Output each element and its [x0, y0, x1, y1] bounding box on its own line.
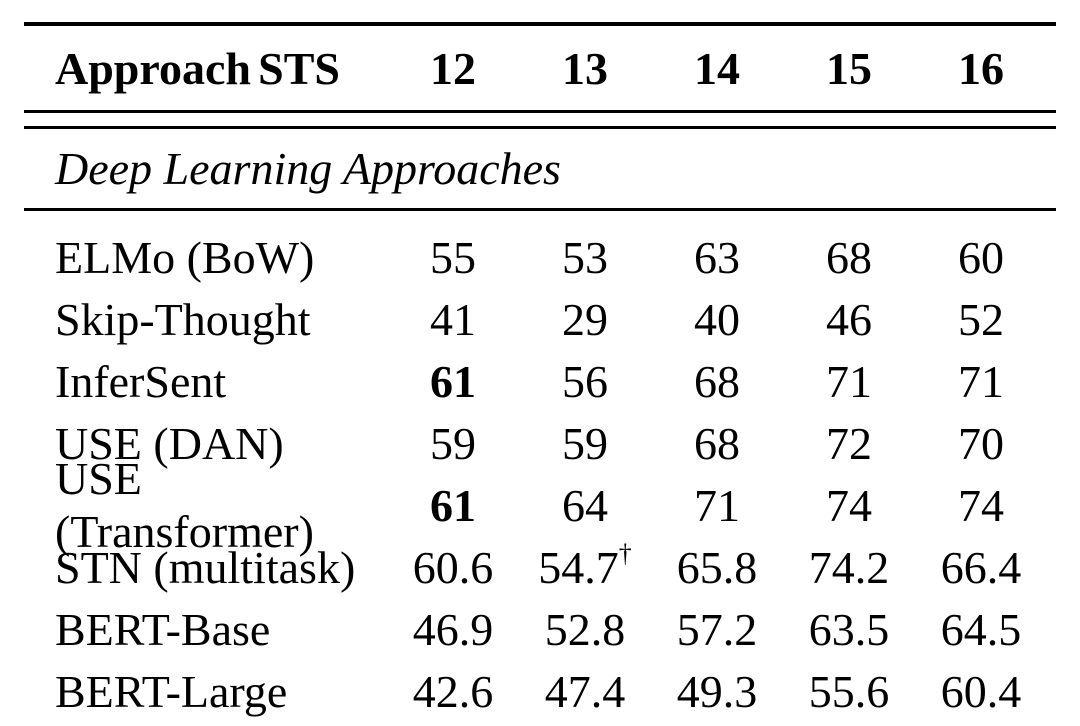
score-cell: 60 — [958, 231, 1004, 283]
score-cell: 46 — [826, 293, 872, 345]
score-cell: 53 — [562, 231, 608, 283]
header-approach-label: Approach — [55, 42, 251, 94]
results-table: Approach STS 12 13 14 15 16 Deep Learnin… — [24, 22, 1056, 722]
score-cell: 72 — [826, 417, 872, 469]
table-body: ELMo (BoW) 55 53 63 68 60 Skip-Thought 4… — [24, 211, 1056, 722]
score-cell: 55 — [430, 231, 476, 283]
score-cell: 68 — [694, 417, 740, 469]
col-header-14: 14 — [694, 42, 740, 94]
score-cell: 71 — [694, 479, 740, 531]
table-header-row: Approach STS 12 13 14 15 16 — [24, 26, 1056, 110]
approach-cell: USE (DAN) — [55, 417, 284, 469]
score-cell: 64 — [562, 479, 608, 531]
score-cell: 65.8 — [676, 541, 758, 593]
approach-cell: STN (multitask) — [55, 541, 356, 593]
score-cell: 41 — [430, 293, 476, 345]
score-cell: 71 — [826, 355, 872, 407]
score-cell: 52.8 — [544, 603, 626, 655]
table-row-elmo-bow: ELMo (BoW) 55 53 63 68 60 — [24, 226, 1056, 288]
section-header: Deep Learning Approaches — [24, 129, 1056, 211]
score-cell: 59 — [562, 417, 608, 469]
score-cell: 66.4 — [940, 541, 1022, 593]
approach-cell: ELMo (BoW) — [55, 231, 315, 283]
score-cell: 70 — [958, 417, 1004, 469]
table-row-skip-thought: Skip-Thought 41 29 40 46 52 — [24, 288, 1056, 350]
score-cell: 74 — [826, 479, 872, 531]
score-value: 54.7 — [538, 541, 619, 593]
score-cell: 59 — [430, 417, 476, 469]
score-cell: 47.4 — [544, 665, 626, 717]
score-cell: 46.9 — [412, 603, 494, 655]
header-approach-sts-cell: Approach STS — [24, 42, 387, 95]
approach-cell: Skip-Thought — [55, 293, 311, 345]
score-cell-best: 61 — [430, 355, 476, 407]
score-cell: 68 — [826, 231, 872, 283]
score-cell-best: 61 — [430, 479, 476, 531]
col-header-12: 12 — [430, 42, 476, 94]
score-cell: 29 — [562, 293, 608, 345]
table-row-stn-multitask: STN (multitask) 60.6 54.7† 65.8 74.2 66.… — [24, 536, 1056, 598]
dagger-footnote-marker: † — [618, 539, 632, 569]
score-cell: 40 — [694, 293, 740, 345]
score-cell: 63.5 — [808, 603, 890, 655]
score-cell: 74 — [958, 479, 1004, 531]
score-cell-daggered: 54.7† — [519, 541, 651, 594]
score-cell: 74.2 — [808, 541, 890, 593]
section-title: Deep Learning Approaches — [55, 143, 561, 194]
approach-cell: USE (Transformer) — [55, 453, 314, 557]
score-cell: 42.6 — [412, 665, 494, 717]
score-cell: 60.6 — [412, 541, 494, 593]
col-header-15: 15 — [826, 42, 872, 94]
score-cell: 63 — [694, 231, 740, 283]
header-sts-label: STS — [258, 42, 340, 94]
double-rule — [24, 110, 1056, 129]
score-cell: 60.4 — [940, 665, 1022, 717]
score-cell: 55.6 — [808, 665, 890, 717]
table-row-bert-large: BERT-Large 42.6 47.4 49.3 55.6 60.4 — [24, 660, 1056, 722]
table-row-use-dan: USE (DAN) 59 59 68 72 70 — [24, 412, 1056, 474]
table-row-use-transformer: USE (Transformer) 61 64 71 74 74 — [24, 453, 1056, 557]
score-cell: 52 — [958, 293, 1004, 345]
col-header-13: 13 — [562, 42, 608, 94]
score-cell: 56 — [562, 355, 608, 407]
score-cell: 68 — [694, 355, 740, 407]
col-header-16: 16 — [958, 42, 1004, 94]
approach-cell: BERT-Base — [55, 603, 271, 655]
score-cell: 49.3 — [676, 665, 758, 717]
score-cell: 57.2 — [676, 603, 758, 655]
approach-cell: InferSent — [55, 355, 227, 407]
table-row-bert-base: BERT-Base 46.9 52.8 57.2 63.5 64.5 — [24, 598, 1056, 660]
table-row-infersent: InferSent 61 56 68 71 71 — [24, 350, 1056, 412]
score-cell: 64.5 — [940, 603, 1022, 655]
approach-cell: BERT-Large — [55, 665, 288, 717]
score-cell: 71 — [958, 355, 1004, 407]
